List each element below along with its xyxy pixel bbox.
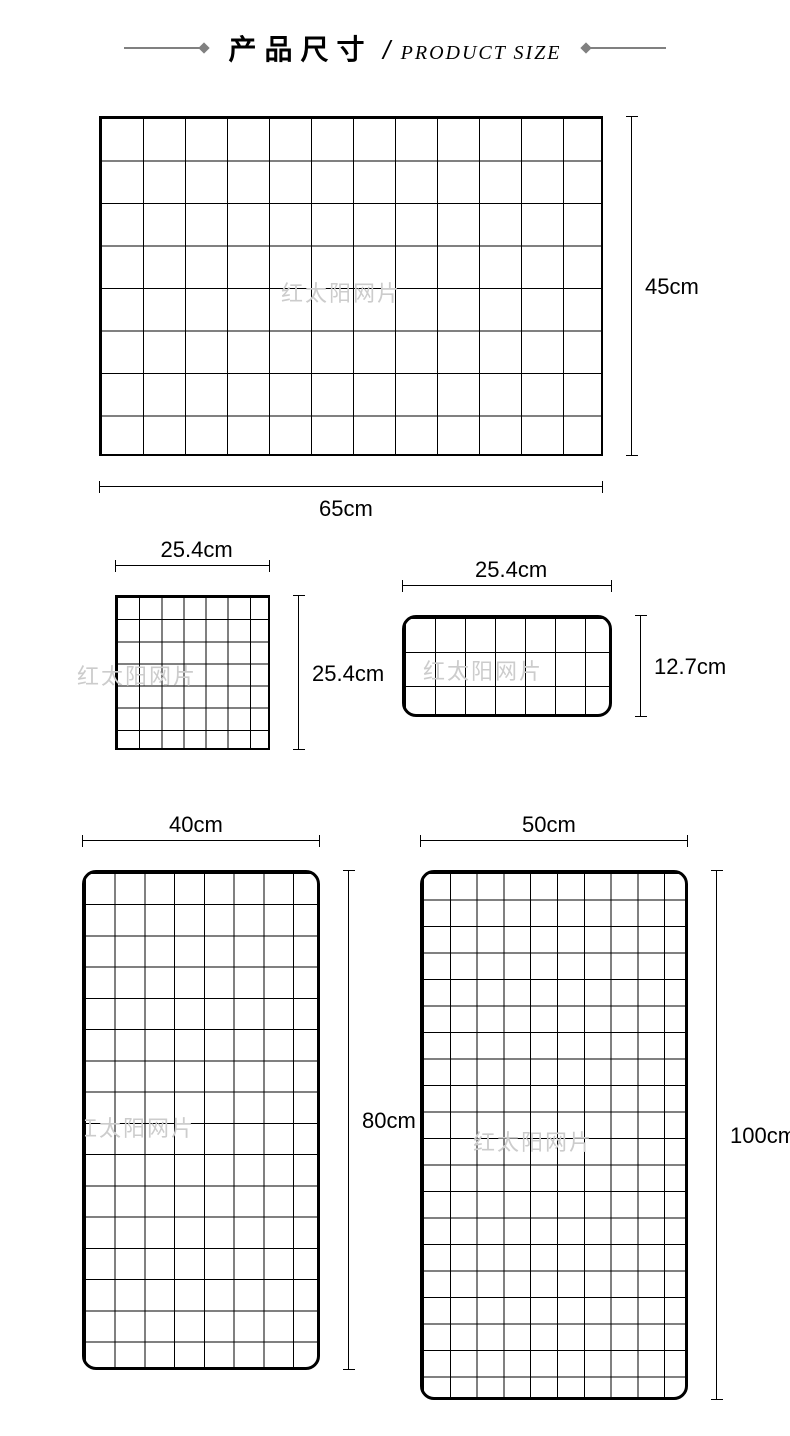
dimension-label-width: 40cm: [169, 812, 223, 838]
watermark-text: 红太阳网片: [77, 659, 197, 691]
title-cn: 产品尺寸: [228, 35, 372, 66]
dimension-line-height: [640, 615, 641, 717]
header-title: 产品尺寸 / PRODUCT SIZE: [228, 28, 561, 68]
dimension-label-width: 25.4cm: [161, 537, 233, 563]
dimension-label-height: 100cm: [730, 1123, 790, 1149]
wire-grid: 红太阳网片: [99, 116, 603, 456]
wire-grid: 红太阳网片: [402, 615, 612, 717]
product-panel-p2: 红太阳网片25.4cm25.4cm: [115, 595, 270, 750]
wire-grid: 红太阳网片: [115, 595, 270, 750]
dimension-label-height: 12.7cm: [654, 654, 726, 680]
wire-grid: 红太阳网片: [82, 870, 320, 1370]
dimension-line-width: [115, 565, 270, 566]
dimension-label-height: 25.4cm: [312, 661, 384, 687]
header-rule-right: [586, 47, 666, 49]
dimension-label-width: 65cm: [319, 496, 373, 522]
product-panel-p1: 红太阳网片45cm65cm: [99, 116, 603, 456]
watermark-text: 红太阳网片: [423, 654, 543, 686]
dimension-label-height: 45cm: [645, 274, 699, 300]
dimension-line-height: [716, 870, 717, 1400]
title-slash: /: [383, 35, 390, 65]
dimension-line-width: [402, 585, 612, 586]
dimension-label-width: 50cm: [522, 812, 576, 838]
watermark-text: 红太阳网片: [473, 1125, 593, 1157]
watermark-text: 红太阳网片: [82, 1111, 195, 1143]
dimension-line-width: [99, 486, 603, 487]
dimension-line-height: [348, 870, 349, 1370]
product-panel-p3: 红太阳网片12.7cm25.4cm: [402, 615, 612, 717]
product-panel-p4: 红太阳网片80cm40cm: [82, 870, 320, 1370]
dimension-line-width: [82, 840, 320, 841]
dimension-label-width: 25.4cm: [475, 557, 547, 583]
product-panel-p5: 红太阳网片100cm50cm: [420, 870, 688, 1400]
dimension-line-height: [298, 595, 299, 750]
header: 产品尺寸 / PRODUCT SIZE: [0, 0, 790, 68]
dimension-line-height: [631, 116, 632, 456]
header-rule-left: [124, 47, 204, 49]
dimension-line-width: [420, 840, 688, 841]
title-en: PRODUCT SIZE: [401, 42, 562, 64]
watermark-text: 红太阳网片: [281, 276, 401, 308]
dimension-label-height: 80cm: [362, 1108, 416, 1134]
wire-grid: 红太阳网片: [420, 870, 688, 1400]
